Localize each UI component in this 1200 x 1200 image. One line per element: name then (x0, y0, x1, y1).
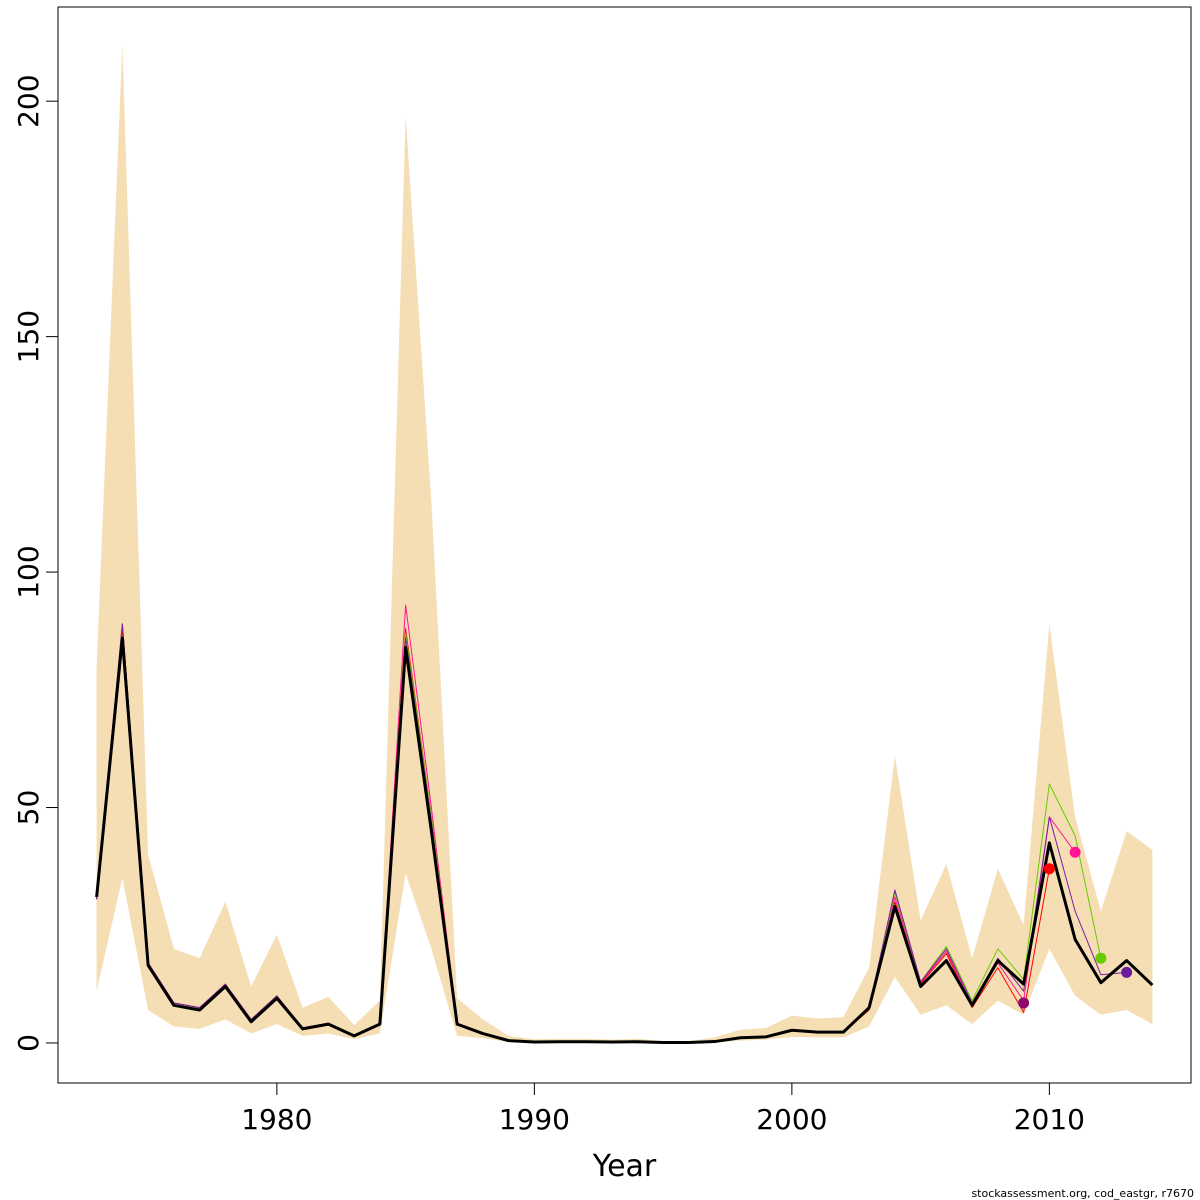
y-axis: 0 50 100 150 200 (12, 74, 58, 1052)
y-tick-label: 150 (12, 310, 45, 363)
x-tick-label: 1980 (241, 1103, 312, 1136)
y-tick-label: 200 (12, 74, 45, 127)
y-tick-label: 100 (12, 545, 45, 598)
x-axis-title: Year (592, 1149, 657, 1184)
x-tick-label: 1990 (499, 1103, 570, 1136)
end-point-1 (1018, 997, 1030, 1009)
confidence-band-layer (96, 44, 1153, 1043)
end-point-2 (1043, 863, 1055, 875)
end-point-5 (1121, 966, 1133, 978)
plot-frame (57, 6, 1192, 1084)
end-point-4 (1095, 952, 1107, 964)
y-tick-label: 50 (12, 790, 45, 826)
end-points-layer (1018, 846, 1133, 1009)
x-tick-label: 2000 (756, 1103, 827, 1136)
x-tick-label: 2010 (1014, 1103, 1085, 1136)
confidence-band (96, 44, 1153, 1043)
y-tick-label: 0 (12, 1034, 45, 1052)
x-axis: 1980 1990 2000 2010 (241, 1083, 1085, 1136)
series-line-1 (95, 636, 1154, 1045)
credit-text: stockassessment.org, cod_eastgr, r7670 (971, 1187, 1194, 1200)
series-layer (95, 604, 1154, 1045)
end-point-3 (1069, 846, 1081, 858)
